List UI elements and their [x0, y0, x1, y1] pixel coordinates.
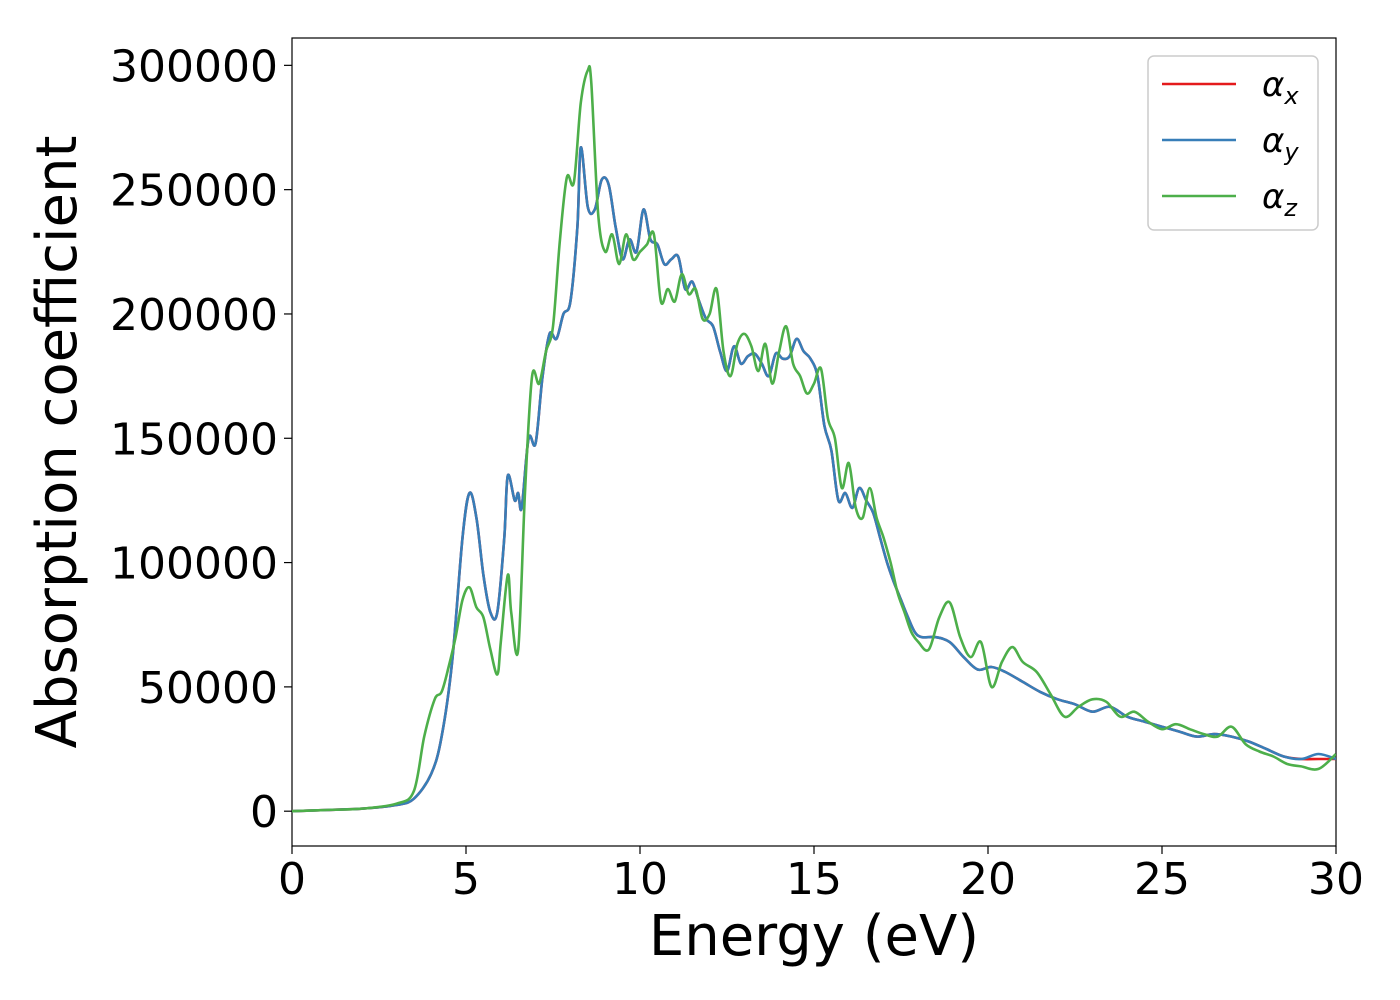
series-layer [292, 64, 1336, 813]
y-tick-label: 300000 [110, 41, 278, 92]
legend-label-symbol: α [1262, 65, 1284, 105]
series-line-y [292, 146, 1336, 813]
x-tick-label: 20 [960, 854, 1016, 905]
x-axis-label: Energy (eV) [649, 904, 979, 969]
legend-label-subscript: z [1283, 194, 1298, 222]
legend-label-x: αx [1262, 65, 1299, 110]
legend-label-symbol: α [1262, 177, 1284, 217]
x-tick-label: 15 [786, 854, 842, 905]
legend-label-z: αz [1262, 177, 1298, 222]
y-tick-label: 0 [250, 787, 278, 838]
legend-label-y: αy [1262, 121, 1299, 166]
legend-box [1147, 55, 1319, 231]
y-tick-label: 250000 [110, 166, 278, 217]
legend-label-subscript: x [1283, 82, 1299, 110]
y-tick-label: 100000 [110, 539, 278, 590]
y-axis: 0 50000 100000 150000 200000 250000 300000 [110, 41, 292, 838]
y-tick-label: 150000 [110, 414, 278, 465]
legend-label-subscript: y [1283, 138, 1299, 166]
y-axis-label: Absorption coefficient [25, 136, 90, 749]
x-tick-label: 0 [278, 854, 306, 905]
y-tick-label: 50000 [138, 663, 278, 714]
y-tick-label: 200000 [110, 290, 278, 341]
x-tick-label: 10 [612, 854, 668, 905]
legend-label-symbol: α [1262, 121, 1284, 161]
x-tick-label: 5 [452, 854, 480, 905]
x-tick-label: 30 [1308, 854, 1364, 905]
series-line-z [292, 64, 1336, 813]
x-tick-label: 25 [1134, 854, 1190, 905]
x-axis: 0 5 10 15 20 25 30 [278, 846, 1364, 905]
